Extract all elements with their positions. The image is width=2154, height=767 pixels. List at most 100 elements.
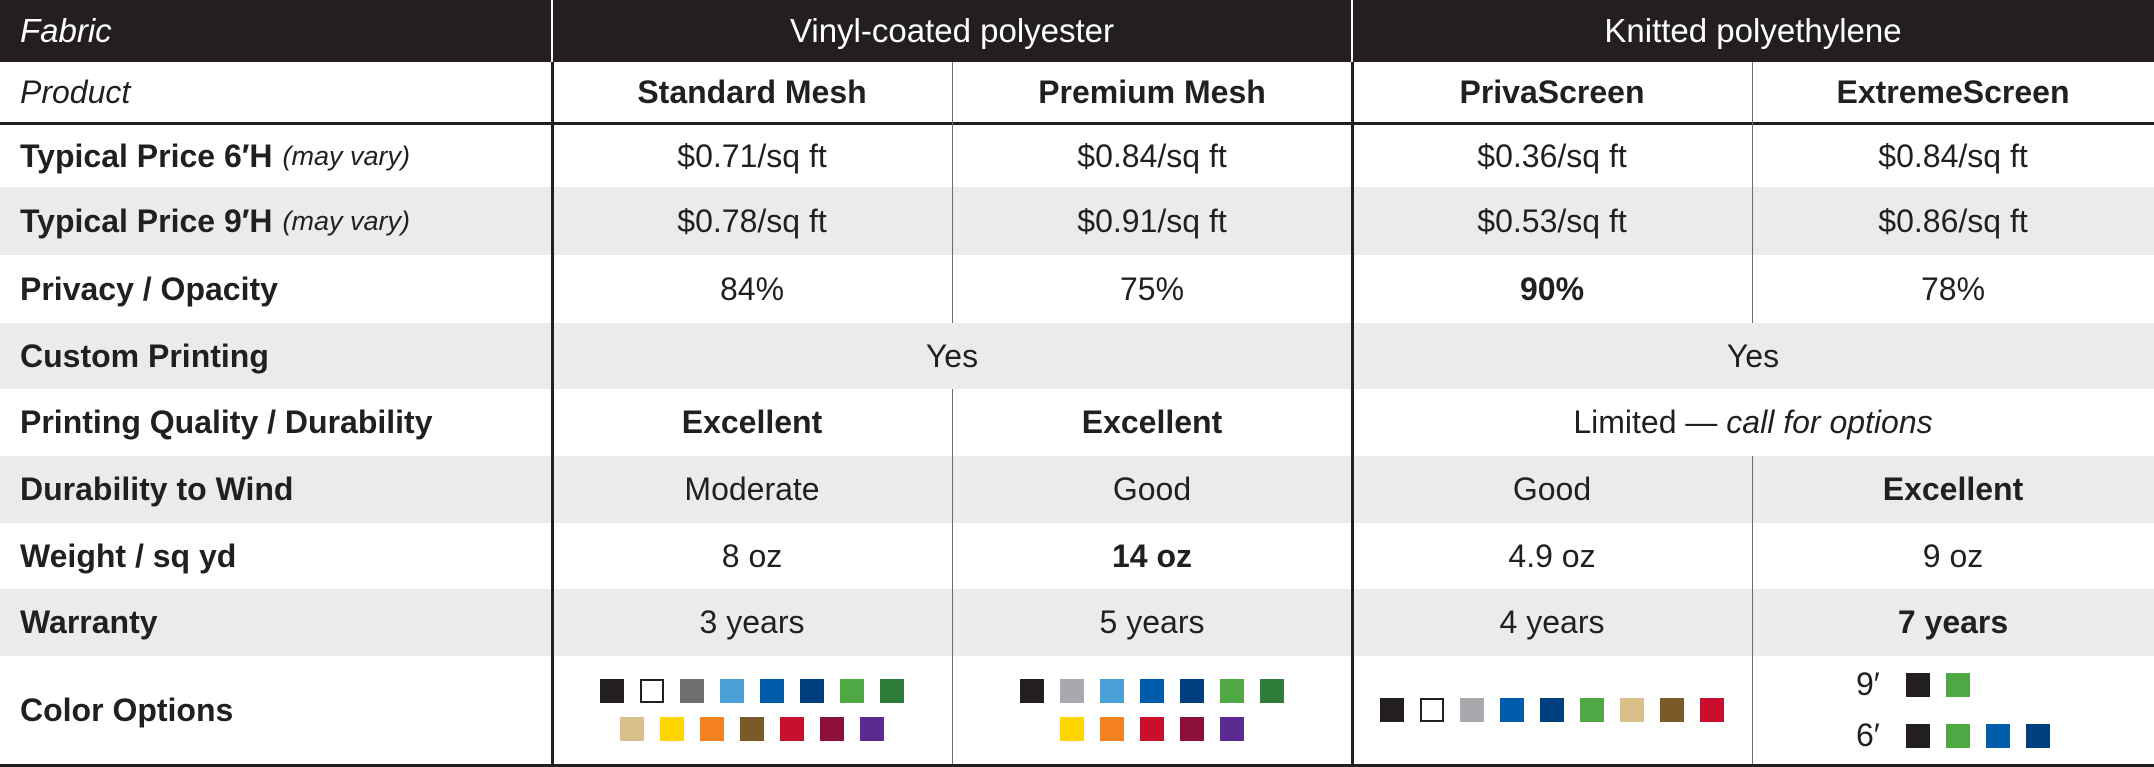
swatch-row bbox=[600, 679, 904, 703]
table-cell: $0.86/sq ft bbox=[1878, 202, 2028, 239]
color-swatch bbox=[1220, 717, 1244, 741]
printing-quality-row: Printing Quality / Durability Excellent … bbox=[0, 389, 2154, 456]
warranty-row: Warranty 3 years 5 years 4 years 7 years bbox=[0, 589, 2154, 656]
color-swatch bbox=[680, 679, 704, 703]
table-cell: 75% bbox=[1119, 270, 1185, 307]
color-swatch bbox=[1946, 672, 1970, 697]
color-swatch bbox=[660, 717, 684, 741]
table-cell: 9 oz bbox=[1922, 537, 1984, 574]
table-cell: Yes bbox=[925, 337, 979, 374]
color-swatch bbox=[1580, 698, 1604, 722]
standard-mesh-colors bbox=[552, 656, 952, 764]
column-divider bbox=[1752, 456, 1753, 764]
fabric-header-label: Fabric bbox=[20, 12, 112, 49]
privascreen-colors bbox=[1352, 656, 1752, 764]
table-cell: Good bbox=[1112, 471, 1192, 507]
table-cell: Excellent bbox=[1081, 404, 1223, 440]
color-swatch bbox=[1060, 679, 1084, 703]
header-divider bbox=[0, 122, 2154, 125]
table-cell: $0.53/sq ft bbox=[1477, 202, 1627, 239]
extremescreen-colors: 9′ 6′ bbox=[1752, 656, 2154, 764]
table-cell: $0.71/sq ft bbox=[677, 137, 827, 174]
table-cell: $0.84/sq ft bbox=[1878, 137, 2028, 174]
color-options-row: Color Options 9′ 6′ bbox=[0, 656, 2154, 764]
color-swatch bbox=[700, 717, 724, 741]
table-cell: 3 years bbox=[699, 604, 805, 640]
color-swatch bbox=[620, 717, 644, 741]
swatch-row bbox=[1906, 672, 1970, 697]
limited-text: Limited — bbox=[1573, 404, 1727, 440]
call-for-options-text: call for options bbox=[1726, 404, 1933, 440]
table-cell: 4.9 oz bbox=[1508, 537, 1596, 574]
row-label: Warranty bbox=[20, 604, 158, 640]
swatch-row bbox=[1060, 717, 1244, 741]
color-swatch bbox=[1140, 717, 1164, 741]
color-swatch bbox=[1500, 698, 1524, 722]
color-swatch bbox=[1020, 679, 1044, 703]
row-label: Typical Price 9′H (may vary) bbox=[0, 187, 552, 255]
table-cell: 90% bbox=[1519, 270, 1585, 307]
column-divider bbox=[1351, 0, 1353, 62]
column-divider bbox=[952, 389, 953, 764]
column-divider bbox=[1351, 62, 1354, 767]
color-swatch bbox=[860, 717, 884, 741]
product-extremescreen: ExtremeScreen bbox=[1836, 73, 2070, 110]
row-label: Privacy / Opacity bbox=[20, 270, 278, 307]
product-standard-mesh: Standard Mesh bbox=[637, 73, 867, 110]
color-swatch bbox=[760, 679, 784, 703]
extremescreen-9ft-line: 9′ bbox=[1856, 666, 1970, 703]
color-swatch-group bbox=[1380, 698, 1724, 722]
color-swatch bbox=[1420, 698, 1444, 722]
extremescreen-swatch-group: 9′ 6′ bbox=[1856, 666, 2050, 754]
row-label-note: (may vary) bbox=[282, 140, 411, 171]
swatch-row bbox=[1380, 698, 1724, 722]
color-swatch bbox=[1986, 723, 2010, 748]
row-label-text: Typical Price 9′H bbox=[20, 202, 273, 239]
row-label: Typical Price 6′H (may vary) bbox=[0, 125, 552, 187]
table-cell: 5 years bbox=[1099, 604, 1205, 640]
product-row-label: Product bbox=[20, 73, 131, 110]
color-swatch bbox=[720, 679, 744, 703]
color-swatch bbox=[2026, 723, 2050, 748]
privacy-opacity-row: Privacy / Opacity 84% 75% 90% 78% bbox=[0, 255, 2154, 323]
color-swatch-group bbox=[1020, 679, 1284, 741]
table-cell: $0.78/sq ft bbox=[677, 202, 827, 239]
height-9ft-label: 9′ bbox=[1856, 666, 1880, 702]
color-swatch bbox=[1700, 698, 1724, 722]
swatch-row bbox=[1020, 679, 1284, 703]
product-premium-mesh: Premium Mesh bbox=[1038, 73, 1266, 110]
durability-to-wind-row: Durability to Wind Moderate Good Good Ex… bbox=[0, 456, 2154, 523]
row-label: Printing Quality / Durability bbox=[20, 404, 433, 440]
custom-printing-row: Custom Printing Yes Yes bbox=[0, 323, 2154, 389]
column-divider bbox=[952, 62, 953, 323]
color-swatch bbox=[1060, 717, 1084, 741]
table-cell: 4 years bbox=[1499, 604, 1605, 640]
table-cell: Good bbox=[1512, 471, 1592, 507]
row-label-note: (may vary) bbox=[282, 205, 411, 236]
color-swatch bbox=[800, 679, 824, 703]
color-swatch bbox=[1946, 723, 1970, 748]
vinyl-coated-polyester-header: Vinyl-coated polyester bbox=[789, 12, 1115, 49]
bottom-border bbox=[0, 764, 2154, 767]
typical-price-9ft-row: Typical Price 9′H (may vary) $0.78/sq ft … bbox=[0, 187, 2154, 255]
color-swatch bbox=[1906, 723, 1930, 748]
product-privascreen: PrivaScreen bbox=[1459, 73, 1645, 110]
premium-mesh-colors bbox=[952, 656, 1352, 764]
table-cell: 8 oz bbox=[721, 537, 783, 574]
column-divider bbox=[551, 0, 553, 62]
color-swatch bbox=[1906, 672, 1930, 697]
table-cell: Excellent bbox=[1882, 471, 2024, 507]
table-cell: $0.91/sq ft bbox=[1077, 202, 1227, 239]
weight-row: Weight / sq yd 8 oz 14 oz 4.9 oz 9 oz bbox=[0, 523, 2154, 589]
fabric-header-row: Fabric Vinyl-coated polyester Knitted po… bbox=[0, 0, 2154, 62]
color-swatch bbox=[1100, 679, 1124, 703]
color-swatch bbox=[1660, 698, 1684, 722]
color-swatch bbox=[780, 717, 804, 741]
row-label-text: Typical Price 6′H bbox=[20, 137, 273, 174]
color-swatch bbox=[1540, 698, 1564, 722]
row-label: Color Options bbox=[20, 691, 234, 728]
color-swatch bbox=[1460, 698, 1484, 722]
product-row: Product Standard Mesh Premium Mesh Priva… bbox=[0, 62, 2154, 122]
height-6ft-label: 6′ bbox=[1856, 717, 1880, 753]
